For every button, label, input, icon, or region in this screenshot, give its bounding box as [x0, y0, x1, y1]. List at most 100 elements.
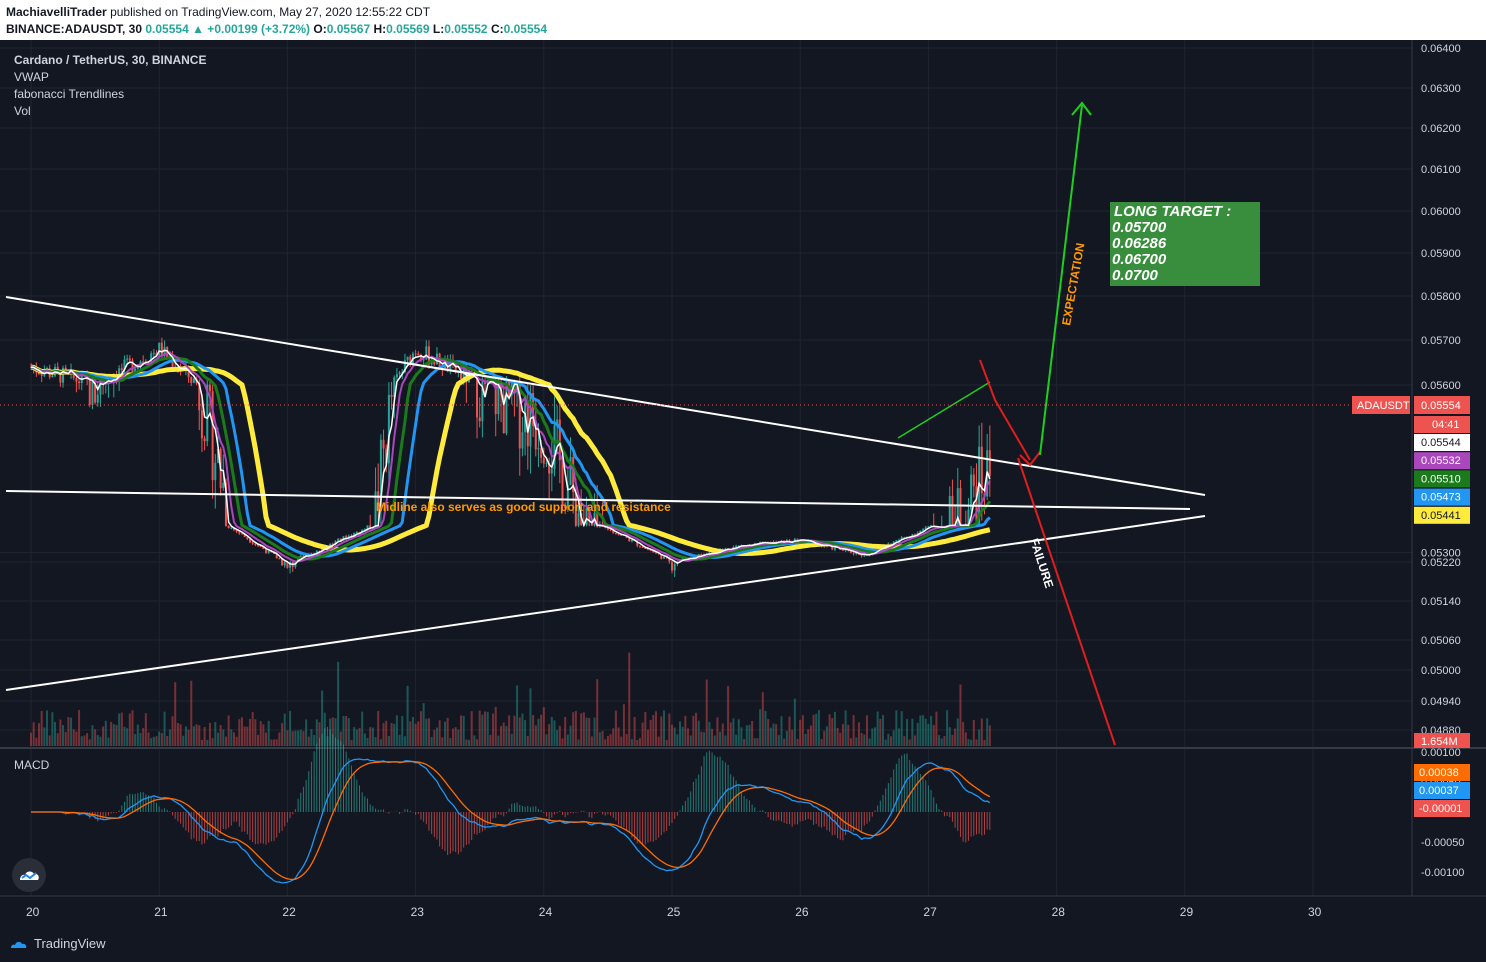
midline-note: Midline also serves as good support and …	[376, 500, 671, 514]
volume-bar	[833, 711, 836, 746]
volume-bar	[756, 738, 759, 746]
volume-bar	[470, 711, 473, 746]
volume-bar	[363, 733, 366, 746]
macd-label[interactable]: MACD	[14, 758, 50, 772]
volume-bar	[246, 726, 249, 746]
candle-body	[64, 367, 67, 371]
macd-tick: -0.00050	[1421, 837, 1464, 849]
ma-tag: 0.05544	[1421, 437, 1461, 449]
volume-bar	[192, 726, 195, 746]
volume-bar	[887, 733, 890, 746]
volume-bar	[628, 652, 631, 746]
volume-bar	[793, 698, 796, 746]
volume-bar	[980, 718, 983, 746]
volume-bar	[951, 734, 954, 746]
time-tick: 23	[411, 905, 425, 919]
volume-bar	[927, 723, 930, 746]
candle-body	[166, 346, 169, 358]
volume-bar	[451, 728, 454, 746]
price-chart[interactable]: 0.06400 0.06300 0.06200 0.06100 0.06000 0.059…	[0, 40, 1486, 928]
volume-bar	[983, 739, 986, 746]
volume-bar	[978, 729, 981, 746]
candle-body	[318, 550, 321, 552]
legend-item-fibonacci-trendlines[interactable]: fabonacci Trendlines	[14, 87, 125, 101]
candle-body	[649, 549, 652, 551]
volume-bar	[665, 739, 668, 746]
macd-tag: -0.00001	[1419, 803, 1462, 815]
volume-bar	[476, 739, 479, 746]
price-tick: 0.05140	[1421, 596, 1461, 608]
price-tick: 0.05000	[1421, 665, 1461, 677]
volume-bar	[406, 685, 409, 746]
volume-bar	[930, 715, 933, 746]
volume-bar	[206, 739, 209, 746]
volume-bar	[801, 715, 804, 746]
tradingview-logo[interactable]: TradingView	[8, 936, 106, 951]
symbol-tag: ADAUSDT	[1357, 400, 1410, 412]
candle-body	[78, 381, 81, 384]
low-label: L:	[432, 22, 445, 36]
volume-bar	[906, 718, 909, 746]
candle-body	[355, 532, 358, 534]
candle-body	[630, 539, 633, 542]
volume-bar	[916, 722, 919, 746]
tradingview-circle-button[interactable]	[12, 858, 46, 892]
time-tick: 24	[539, 905, 553, 919]
price-tick: 0.05300	[1421, 547, 1461, 559]
volume-bar	[481, 714, 484, 746]
volume-bar	[83, 735, 86, 746]
candle-body	[617, 534, 620, 536]
candle-body	[321, 548, 324, 552]
candle-body	[158, 342, 161, 356]
candle-body	[339, 538, 342, 541]
volume-bar	[540, 714, 543, 746]
volume-bar	[868, 738, 871, 746]
legend-item-vwap[interactable]: VWAP	[14, 70, 49, 84]
volume-bar	[895, 710, 898, 746]
volume-bar	[761, 692, 764, 746]
candle-body	[315, 550, 318, 554]
price-tag-bg	[1414, 396, 1470, 414]
candle-body	[542, 457, 545, 464]
volume-bar	[446, 717, 449, 746]
volume-bar	[104, 720, 107, 746]
time-tick: 20	[26, 905, 40, 919]
ma-tag: 0.05532	[1421, 455, 1461, 467]
candle-body	[553, 425, 556, 469]
candle-body	[142, 361, 145, 363]
volume-bar	[200, 739, 203, 746]
volume-bar	[967, 739, 970, 746]
volume-bar	[972, 719, 975, 746]
volume-bar	[460, 715, 463, 746]
volume-bar	[548, 724, 551, 746]
volume-bar	[526, 735, 529, 746]
pullback-arrow	[979, 359, 1031, 461]
volume-bar	[820, 739, 823, 746]
volume-bar	[302, 731, 305, 746]
volume-bar	[449, 737, 452, 746]
volume-bar	[711, 728, 714, 746]
volume-bar	[281, 723, 284, 746]
candle-body	[374, 491, 377, 527]
axes: 0.06400 0.06300 0.06200 0.06100 0.06000 0.059…	[26, 43, 1470, 919]
candle-body	[620, 534, 623, 536]
ma-tag: 0.05510	[1421, 473, 1461, 485]
volume-bar	[232, 732, 235, 746]
ma-tag-bg	[1414, 470, 1470, 488]
volume-bar	[988, 725, 991, 746]
candle-body	[369, 525, 372, 529]
volume-bar	[136, 724, 139, 746]
legend-item-volume[interactable]: Vol	[14, 104, 31, 118]
time-tick: 30	[1308, 905, 1322, 919]
volume-bar	[390, 723, 393, 746]
candle-body	[203, 438, 206, 442]
publisher-name[interactable]: MachiavelliTrader	[6, 5, 107, 19]
candle-body	[540, 448, 543, 458]
volume-bar	[222, 729, 225, 746]
volume-bar	[572, 712, 575, 746]
volume-bar	[32, 722, 35, 746]
candle-body	[38, 372, 41, 375]
volume-bar	[484, 711, 487, 746]
candle-body	[299, 555, 302, 558]
volume-bar	[46, 710, 49, 746]
